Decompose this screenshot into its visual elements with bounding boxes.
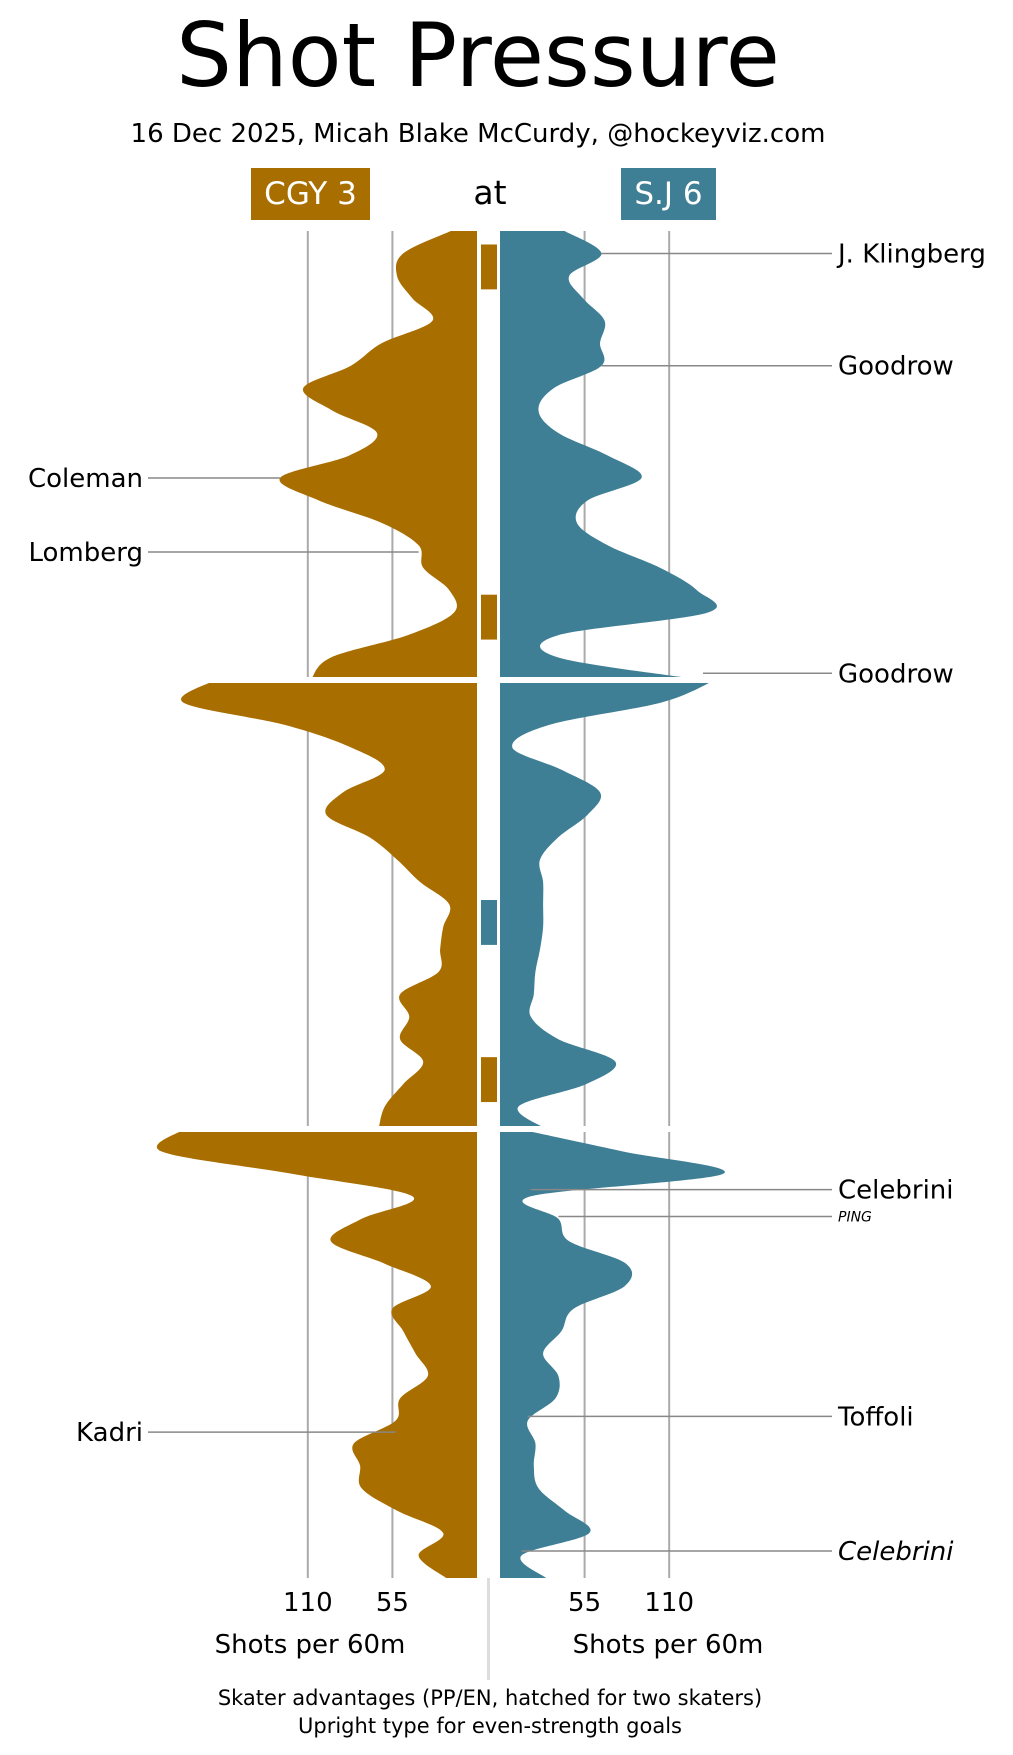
goal-scorer-label: Lomberg [29, 538, 144, 568]
away-shot-area-period-1 [279, 231, 477, 680]
at-label: at [473, 173, 506, 212]
goal-scorer-leaders: J. Klingberg Goodrow Coleman Lomberg Goodrow… [28, 239, 986, 1567]
home-shot-area-period-1 [500, 231, 717, 680]
gridlines [306, 231, 671, 1680]
shot-rate-areas [156, 231, 725, 1578]
goal-scorer-label: Celebrini [838, 1537, 954, 1567]
period-separators [180, 677, 740, 1132]
home-team-label: S.J 6 [634, 176, 702, 212]
goal-scorer-label: Goodrow [838, 352, 954, 382]
home-team-badge [621, 168, 716, 220]
away-team-badge [251, 168, 370, 220]
footnote-line-2: Upright type for even-strength goals [298, 1714, 682, 1738]
away-team-label: CGY 3 [264, 176, 357, 212]
away-tick-label: 110 [283, 1588, 333, 1618]
footnote-line-1: Skater advantages (PP/EN, hatched for tw… [218, 1686, 762, 1710]
goal-scorer-label: J. Klingberg [836, 239, 986, 269]
value-axis: 110 55 55 110 [283, 1588, 694, 1618]
away-tick-label: 55 [376, 1588, 409, 1618]
home-shot-area-period-3 [500, 1129, 725, 1578]
skater-advantage-markers [481, 244, 497, 1103]
chart-title: Shot Pressure [176, 4, 780, 107]
goal-scorer-label: Kadri [76, 1418, 143, 1448]
away-shot-area-period-3 [156, 1129, 477, 1578]
skater-advantage-marker [481, 594, 497, 640]
away-axis-label: Shots per 60m [215, 1630, 406, 1660]
skater-advantage-marker [481, 1057, 497, 1103]
goal-scorer-label: Coleman [28, 464, 143, 494]
home-shot-area-period-2 [500, 680, 716, 1129]
home-tick-label: 55 [568, 1588, 601, 1618]
away-shot-area-period-2 [181, 680, 477, 1129]
period-separator [180, 1126, 740, 1132]
period-separator [180, 677, 740, 683]
home-axis-label: Shots per 60m [573, 1630, 764, 1660]
skater-advantage-marker [481, 244, 497, 290]
skater-advantage-marker [481, 900, 497, 945]
home-tick-label: 110 [644, 1588, 694, 1618]
goal-scorer-label: Toffoli [837, 1402, 914, 1432]
goal-scorer-label: Celebrini [838, 1176, 954, 1206]
goal-scorer-label: Goodrow [838, 659, 954, 689]
goal-scorer-label: PING [838, 1210, 872, 1226]
chart-subtitle: 16 Dec 2025, Micah Blake McCurdy, @hocke… [131, 119, 826, 149]
